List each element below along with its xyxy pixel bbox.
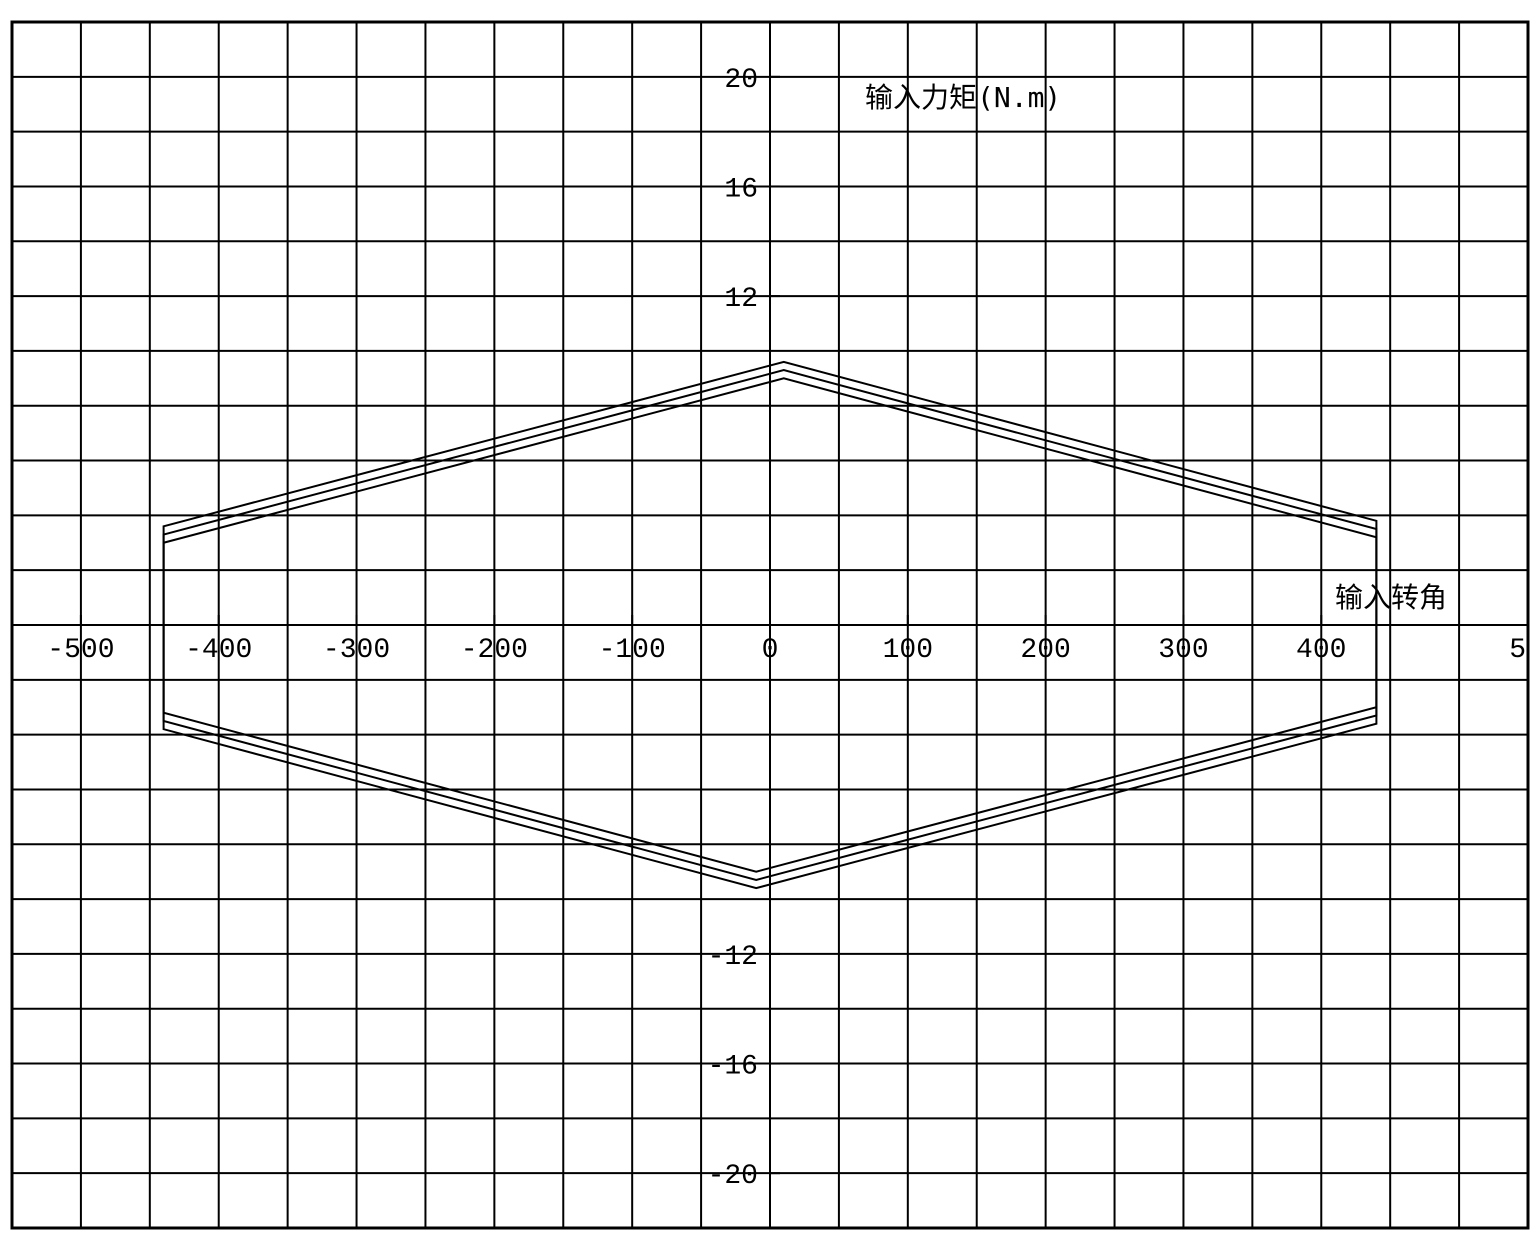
y-tick-label: 16: [724, 174, 758, 205]
y-tick-label: -12: [708, 942, 758, 973]
x-tick-label: 400: [1296, 635, 1346, 666]
x-tick-label: 300: [1158, 635, 1208, 666]
y-axis-label: 输入力矩(N.m): [865, 81, 1061, 114]
x-tick-label: 100: [883, 635, 933, 666]
y-tick-label: -20: [708, 1161, 758, 1192]
y-tick-label: 20: [724, 65, 758, 96]
chart-container: -500 -400 -300 -200 -100 0 100 200 300 400 5 12 16 20…: [0, 0, 1538, 1236]
x-tick-label: 0: [762, 635, 779, 666]
x-tick-label: -500: [47, 635, 114, 666]
x-tick-label: -200: [461, 635, 528, 666]
x-tick-label: -300: [323, 635, 390, 666]
hysteresis-chart: -500 -400 -300 -200 -100 0 100 200 300 400 5 12 16 20…: [0, 0, 1538, 1236]
y-tick-label: 12: [724, 284, 758, 315]
x-axis-label: 输入转角: [1335, 581, 1447, 614]
y-tick-label: -16: [708, 1052, 758, 1083]
x-tick-label: -400: [185, 635, 252, 666]
x-tick-label-partial: 5: [1509, 635, 1526, 666]
x-tick-label: 200: [1020, 635, 1070, 666]
x-tick-label: -100: [599, 635, 666, 666]
